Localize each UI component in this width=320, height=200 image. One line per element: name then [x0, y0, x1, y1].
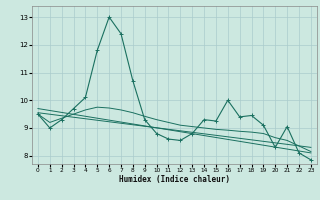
- X-axis label: Humidex (Indice chaleur): Humidex (Indice chaleur): [119, 175, 230, 184]
